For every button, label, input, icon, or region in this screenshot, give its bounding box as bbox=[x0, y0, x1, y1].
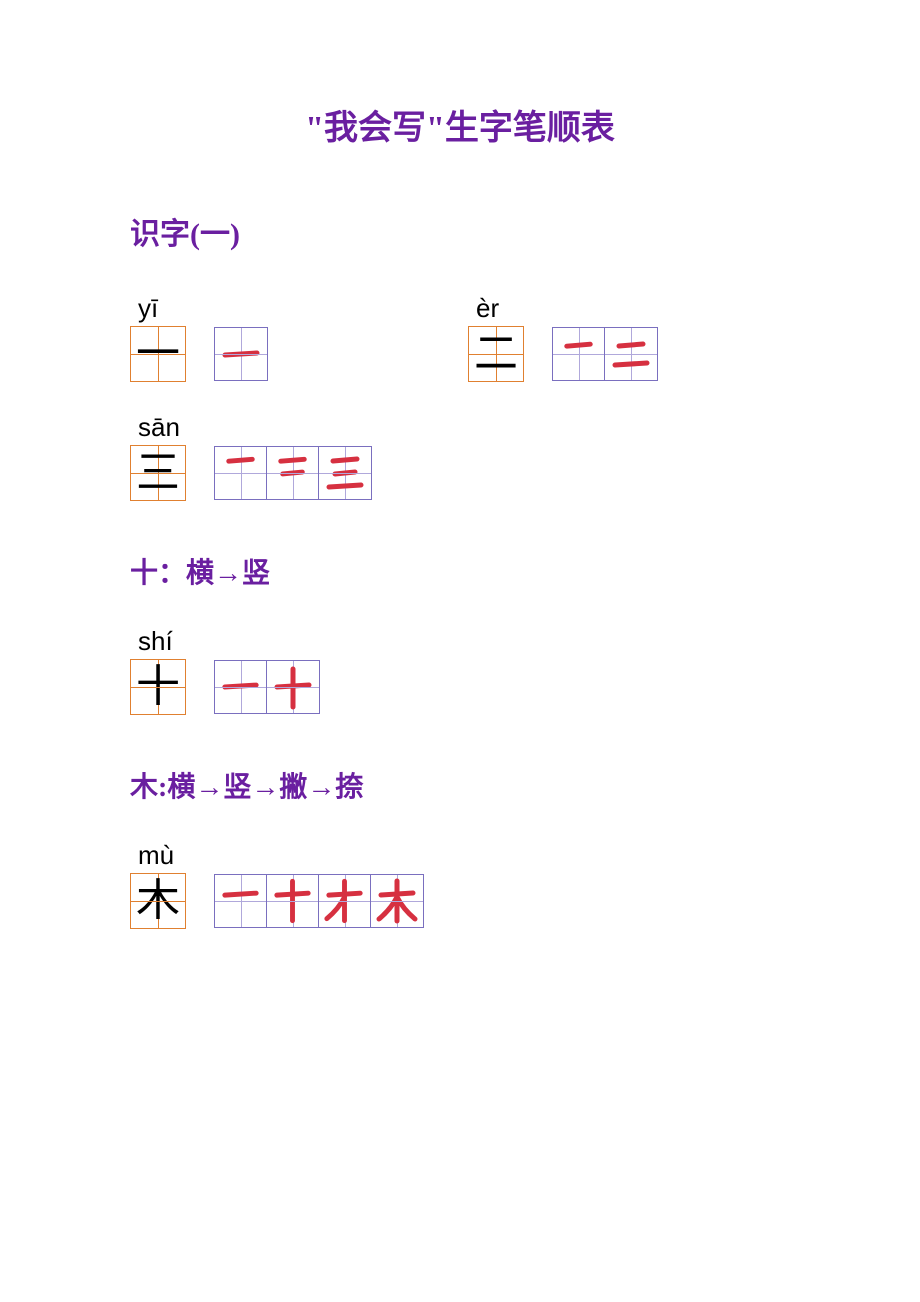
ref-box-er: 二 bbox=[468, 326, 524, 382]
row-mu: mù 木 bbox=[130, 840, 790, 929]
stroke-san-1 bbox=[215, 447, 267, 499]
char-block-san: sān 三 bbox=[130, 412, 372, 501]
stroke-san-3 bbox=[319, 447, 371, 499]
pinyin-mu: mù bbox=[138, 840, 174, 871]
char-block-yi: yī 一 bbox=[130, 293, 268, 382]
stroke-strip-san bbox=[214, 446, 372, 500]
char-row-er: 二 bbox=[468, 326, 658, 382]
note-mu: 木:横→竖→撇→捺 bbox=[130, 765, 790, 805]
char-row-mu: 木 bbox=[130, 873, 424, 929]
ref-box-shi: 十 bbox=[130, 659, 186, 715]
ref-char-shi: 十 bbox=[131, 660, 185, 714]
stroke-mu-3 bbox=[319, 875, 371, 927]
section-header-1: 识字(一) bbox=[130, 209, 790, 253]
stroke-strip-mu bbox=[214, 874, 424, 928]
stroke-strip-er bbox=[552, 327, 658, 381]
pinyin-er: èr bbox=[476, 293, 499, 324]
stroke-mu-2 bbox=[267, 875, 319, 927]
ref-box-san: 三 bbox=[130, 445, 186, 501]
row-shi: shí 十 bbox=[130, 626, 790, 715]
char-block-mu: mù 木 bbox=[130, 840, 424, 929]
note-shi: 十：横→竖 bbox=[130, 551, 790, 591]
ref-char-yi: 一 bbox=[131, 327, 185, 381]
pinyin-yi: yī bbox=[138, 293, 158, 324]
stroke-strip-yi bbox=[214, 327, 268, 381]
stroke-mu-1 bbox=[215, 875, 267, 927]
stroke-mu-4 bbox=[371, 875, 423, 927]
stroke-san-2 bbox=[267, 447, 319, 499]
ref-char-mu: 木 bbox=[131, 874, 185, 928]
stroke-shi-1 bbox=[215, 661, 267, 713]
page-content: "我会写"生字笔顺表 识字(一) yī 一 èr 二 bbox=[0, 0, 920, 1039]
ref-box-mu: 木 bbox=[130, 873, 186, 929]
row-yi-er: yī 一 èr 二 bbox=[130, 293, 790, 382]
stroke-shi-2 bbox=[267, 661, 319, 713]
page-title: "我会写"生字笔顺表 bbox=[130, 100, 790, 149]
row-san: sān 三 bbox=[130, 412, 790, 501]
ref-char-er: 二 bbox=[469, 327, 523, 381]
pinyin-san: sān bbox=[138, 412, 180, 443]
char-row-shi: 十 bbox=[130, 659, 320, 715]
char-row-san: 三 bbox=[130, 445, 372, 501]
char-row-yi: 一 bbox=[130, 326, 268, 382]
ref-char-san: 三 bbox=[131, 446, 185, 500]
ref-box-yi: 一 bbox=[130, 326, 186, 382]
char-block-shi: shí 十 bbox=[130, 626, 320, 715]
pinyin-shi: shí bbox=[138, 626, 173, 657]
stroke-er-1 bbox=[553, 328, 605, 380]
stroke-yi-1 bbox=[215, 328, 267, 380]
stroke-strip-shi bbox=[214, 660, 320, 714]
stroke-er-2 bbox=[605, 328, 657, 380]
char-block-er: èr 二 bbox=[468, 293, 658, 382]
